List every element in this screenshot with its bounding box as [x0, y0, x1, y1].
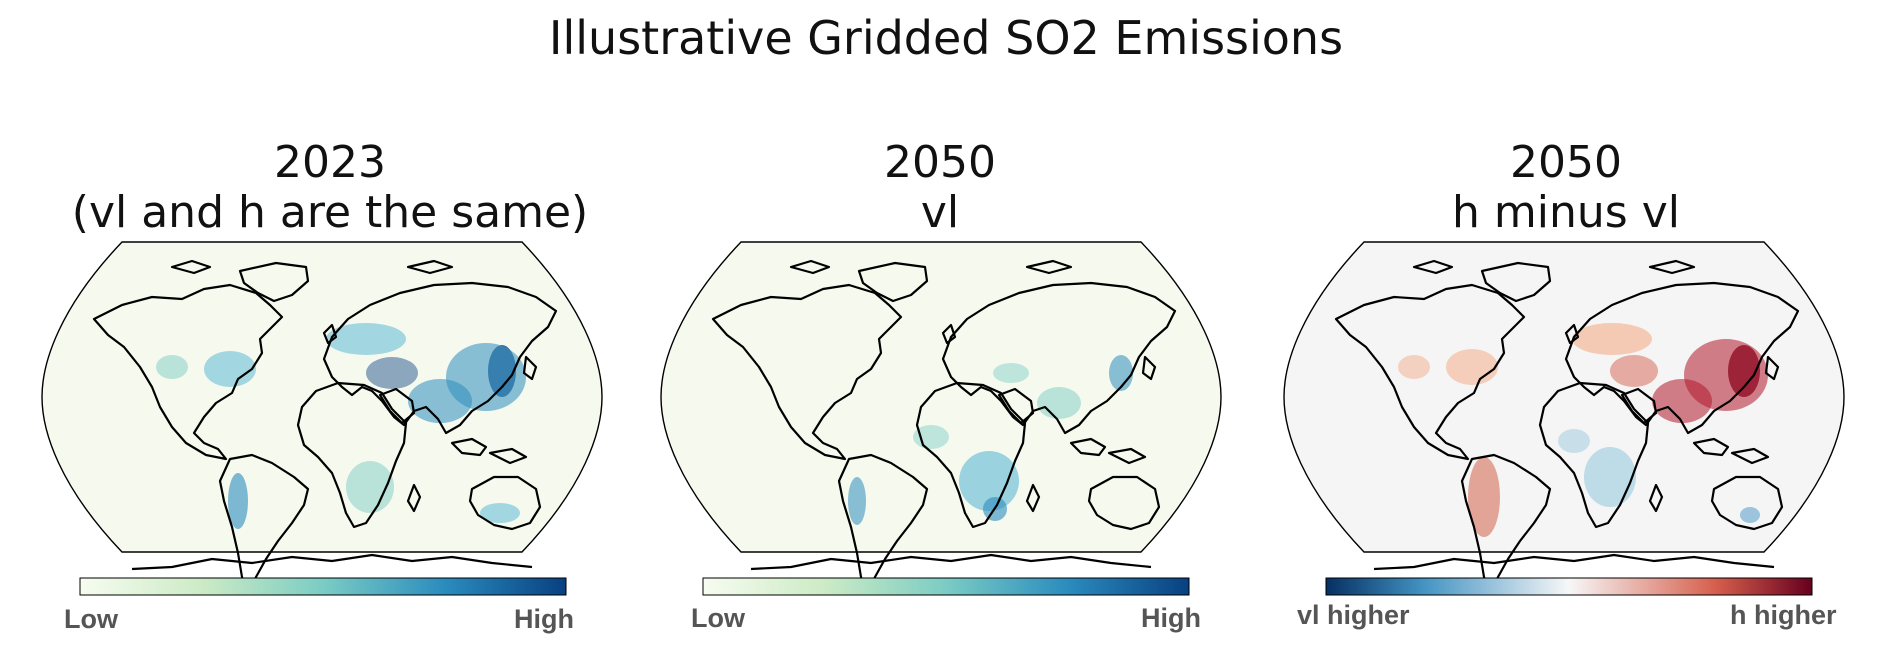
emission-hotspots [1398, 323, 1768, 537]
colorbar-high-label: h higher [1730, 600, 1837, 630]
emission-hotspots [156, 323, 526, 529]
map-panel-2050-vl [660, 241, 1222, 593]
map-panel-2050-diff [1283, 241, 1845, 593]
map-boundary [1283, 241, 1845, 553]
panel-title-2023: 2023 (vl and h are the same) [20, 138, 640, 238]
colorbar-high-label: High [514, 604, 574, 634]
panel-title-line2: (vl and h are the same) [71, 187, 589, 238]
colorbar-2023 [79, 577, 567, 596]
colorbar-low-label: vl higher [1297, 600, 1410, 630]
panel-title-2050-vl: 2050 vl [630, 138, 1250, 238]
colorbar-low-label: Low [64, 604, 118, 634]
map-boundary [660, 241, 1222, 553]
map-boundary [41, 241, 603, 553]
map-panel-2023 [41, 241, 603, 593]
panel-title-line1: 2050 [884, 137, 996, 188]
colorbar-low-label: Low [691, 603, 745, 633]
panel-title-line2: h minus vl [1452, 187, 1680, 238]
panel-title-line1: 2050 [1510, 137, 1622, 188]
panel-title-2050-diff: 2050 h minus vl [1256, 138, 1876, 238]
panel-title-line2: vl [920, 187, 960, 238]
figure-title: Illustrative Gridded SO2 Emissions [548, 11, 1344, 65]
colorbar-2050-vl [702, 577, 1190, 596]
colorbar-high-label: High [1141, 603, 1201, 633]
panel-title-line1: 2023 [274, 137, 386, 188]
colorbar-2050-diff [1325, 577, 1813, 596]
